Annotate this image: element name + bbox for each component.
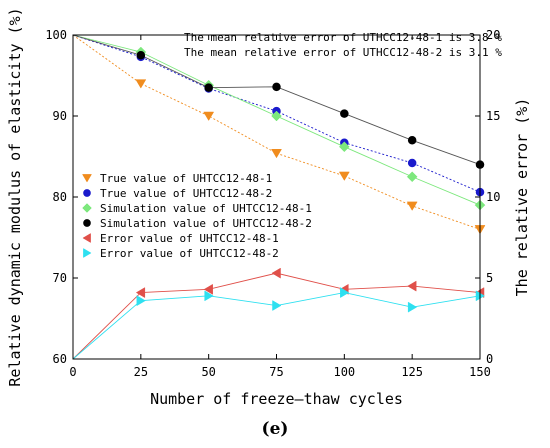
y-right-tick-label: 15	[486, 109, 500, 123]
series-5	[72, 267, 485, 360]
series-line	[72, 272, 481, 360]
data-point	[406, 201, 418, 211]
legend-label: Simulation value of UHTCC12-48-1	[100, 202, 312, 215]
data-point	[407, 301, 418, 313]
legend-marker	[82, 203, 92, 213]
x-tick-label: 100	[333, 365, 355, 379]
x-tick-label: 125	[401, 365, 423, 379]
data-point	[271, 149, 282, 159]
x-tick-label: 0	[69, 365, 76, 379]
data-point	[407, 136, 417, 145]
data-point	[272, 300, 282, 311]
data-point	[203, 283, 213, 295]
series-layer	[72, 34, 486, 360]
data-point	[340, 109, 349, 118]
data-point	[338, 171, 350, 181]
y-left-tick-label: 90	[53, 109, 67, 123]
data-point	[271, 110, 282, 122]
y-axis-right-title: The relative error (%)	[513, 98, 531, 297]
data-point	[136, 295, 146, 307]
data-point	[406, 171, 418, 183]
y-right-tick-label: 10	[486, 190, 500, 204]
legend-label: Simulation value of UHTCC12-48-2	[100, 217, 312, 230]
axis-ticks: 0 25 50 75 100 125 150 60 70 80 90 100 0 5 10 15 20	[45, 28, 500, 379]
legend-label: True value of UHTCC12-48-1	[100, 172, 272, 185]
y-left-tick-label: 70	[53, 271, 67, 285]
data-point	[407, 280, 417, 292]
y-axis-left-title: Relative dynamic modulus of elasticity (…	[6, 7, 24, 386]
annotation-mean-error-2: The mean relative error of UTHCC12-48-2 …	[184, 46, 502, 59]
data-point	[204, 290, 214, 302]
data-point	[407, 158, 417, 168]
y-right-tick-label: 5	[486, 271, 493, 285]
x-tick-label: 25	[134, 365, 148, 379]
data-point	[340, 287, 350, 299]
x-axis-title: Number of freeze–thaw cycles	[150, 390, 403, 408]
legend-label: Error value of UHTCC12-48-2	[100, 247, 279, 260]
data-point	[271, 267, 281, 279]
legend-label: True value of UHTCC12-48-2	[100, 187, 272, 200]
data-point	[338, 141, 350, 153]
annotation-mean-error-1: The mean relative error of UTHCC12-48-1 …	[184, 31, 502, 44]
legend-marker	[82, 174, 92, 183]
legend: True value of UHTCC12-48-1 True value of …	[82, 172, 312, 260]
legend-marker	[83, 219, 91, 227]
data-point	[135, 79, 147, 89]
series-line	[72, 292, 481, 360]
legend-marker	[83, 248, 92, 258]
data-point	[135, 287, 146, 299]
data-point	[204, 83, 213, 92]
x-tick-label: 150	[469, 365, 491, 379]
series-1	[72, 34, 486, 235]
legend-label: Error value of UHTCC12-48-1	[100, 232, 279, 245]
data-point	[272, 82, 281, 92]
data-point	[136, 51, 146, 60]
y-left-tick-label: 100	[45, 28, 67, 42]
x-tick-label: 75	[269, 365, 283, 379]
panel-label: (e)	[262, 419, 289, 439]
y-right-tick-label: 20	[486, 28, 500, 42]
y-left-tick-label: 80	[53, 190, 67, 204]
data-point	[203, 111, 215, 121]
legend-marker	[82, 233, 91, 243]
y-left-tick-label: 60	[53, 352, 67, 366]
legend-marker	[83, 189, 91, 197]
series-line	[72, 34, 481, 230]
y-right-tick-label: 0	[486, 352, 493, 366]
x-tick-label: 50	[201, 365, 215, 379]
